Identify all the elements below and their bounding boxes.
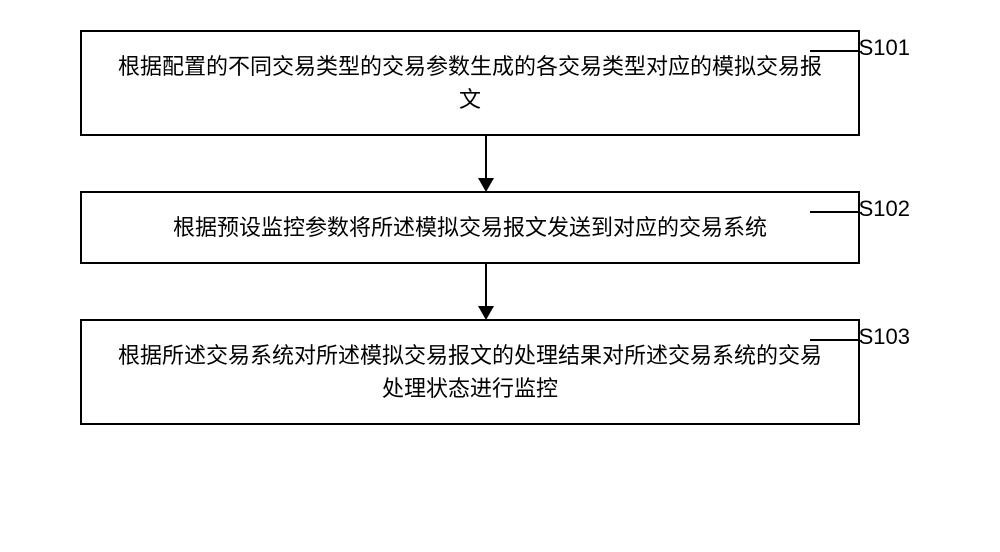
arrow-2 xyxy=(95,264,935,319)
arrow-head-2 xyxy=(478,306,494,320)
step-box-2: 根据预设监控参数将所述模拟交易报文发送到对应的交易系统 xyxy=(80,191,860,264)
connector-3 xyxy=(810,339,860,341)
arrow-1 xyxy=(95,136,935,191)
step-row-3: 根据所述交易系统对所述模拟交易报文的处理结果对所述交易系统的交易处理状态进行监控… xyxy=(50,319,950,425)
arrow-line-2 xyxy=(485,264,487,309)
step-row-1: 根据配置的不同交易类型的交易参数生成的各交易类型对应的模拟交易报文 S101 xyxy=(50,30,950,136)
flowchart-container: 根据配置的不同交易类型的交易参数生成的各交易类型对应的模拟交易报文 S101 根… xyxy=(50,30,950,522)
arrow-head-1 xyxy=(478,178,494,192)
step-row-2: 根据预设监控参数将所述模拟交易报文发送到对应的交易系统 S102 xyxy=(50,191,950,264)
step-text-2: 根据预设监控参数将所述模拟交易报文发送到对应的交易系统 xyxy=(173,215,767,240)
step-label-2: S102 xyxy=(859,196,910,222)
step-text-1: 根据配置的不同交易类型的交易参数生成的各交易类型对应的模拟交易报文 xyxy=(118,54,822,112)
step-box-1: 根据配置的不同交易类型的交易参数生成的各交易类型对应的模拟交易报文 xyxy=(80,30,860,136)
connector-1 xyxy=(810,50,860,52)
step-text-3: 根据所述交易系统对所述模拟交易报文的处理结果对所述交易系统的交易处理状态进行监控 xyxy=(118,343,822,401)
arrow-line-1 xyxy=(485,136,487,181)
step-label-3: S103 xyxy=(859,324,910,350)
step-label-1: S101 xyxy=(859,35,910,61)
step-box-3: 根据所述交易系统对所述模拟交易报文的处理结果对所述交易系统的交易处理状态进行监控 xyxy=(80,319,860,425)
connector-2 xyxy=(810,211,860,213)
